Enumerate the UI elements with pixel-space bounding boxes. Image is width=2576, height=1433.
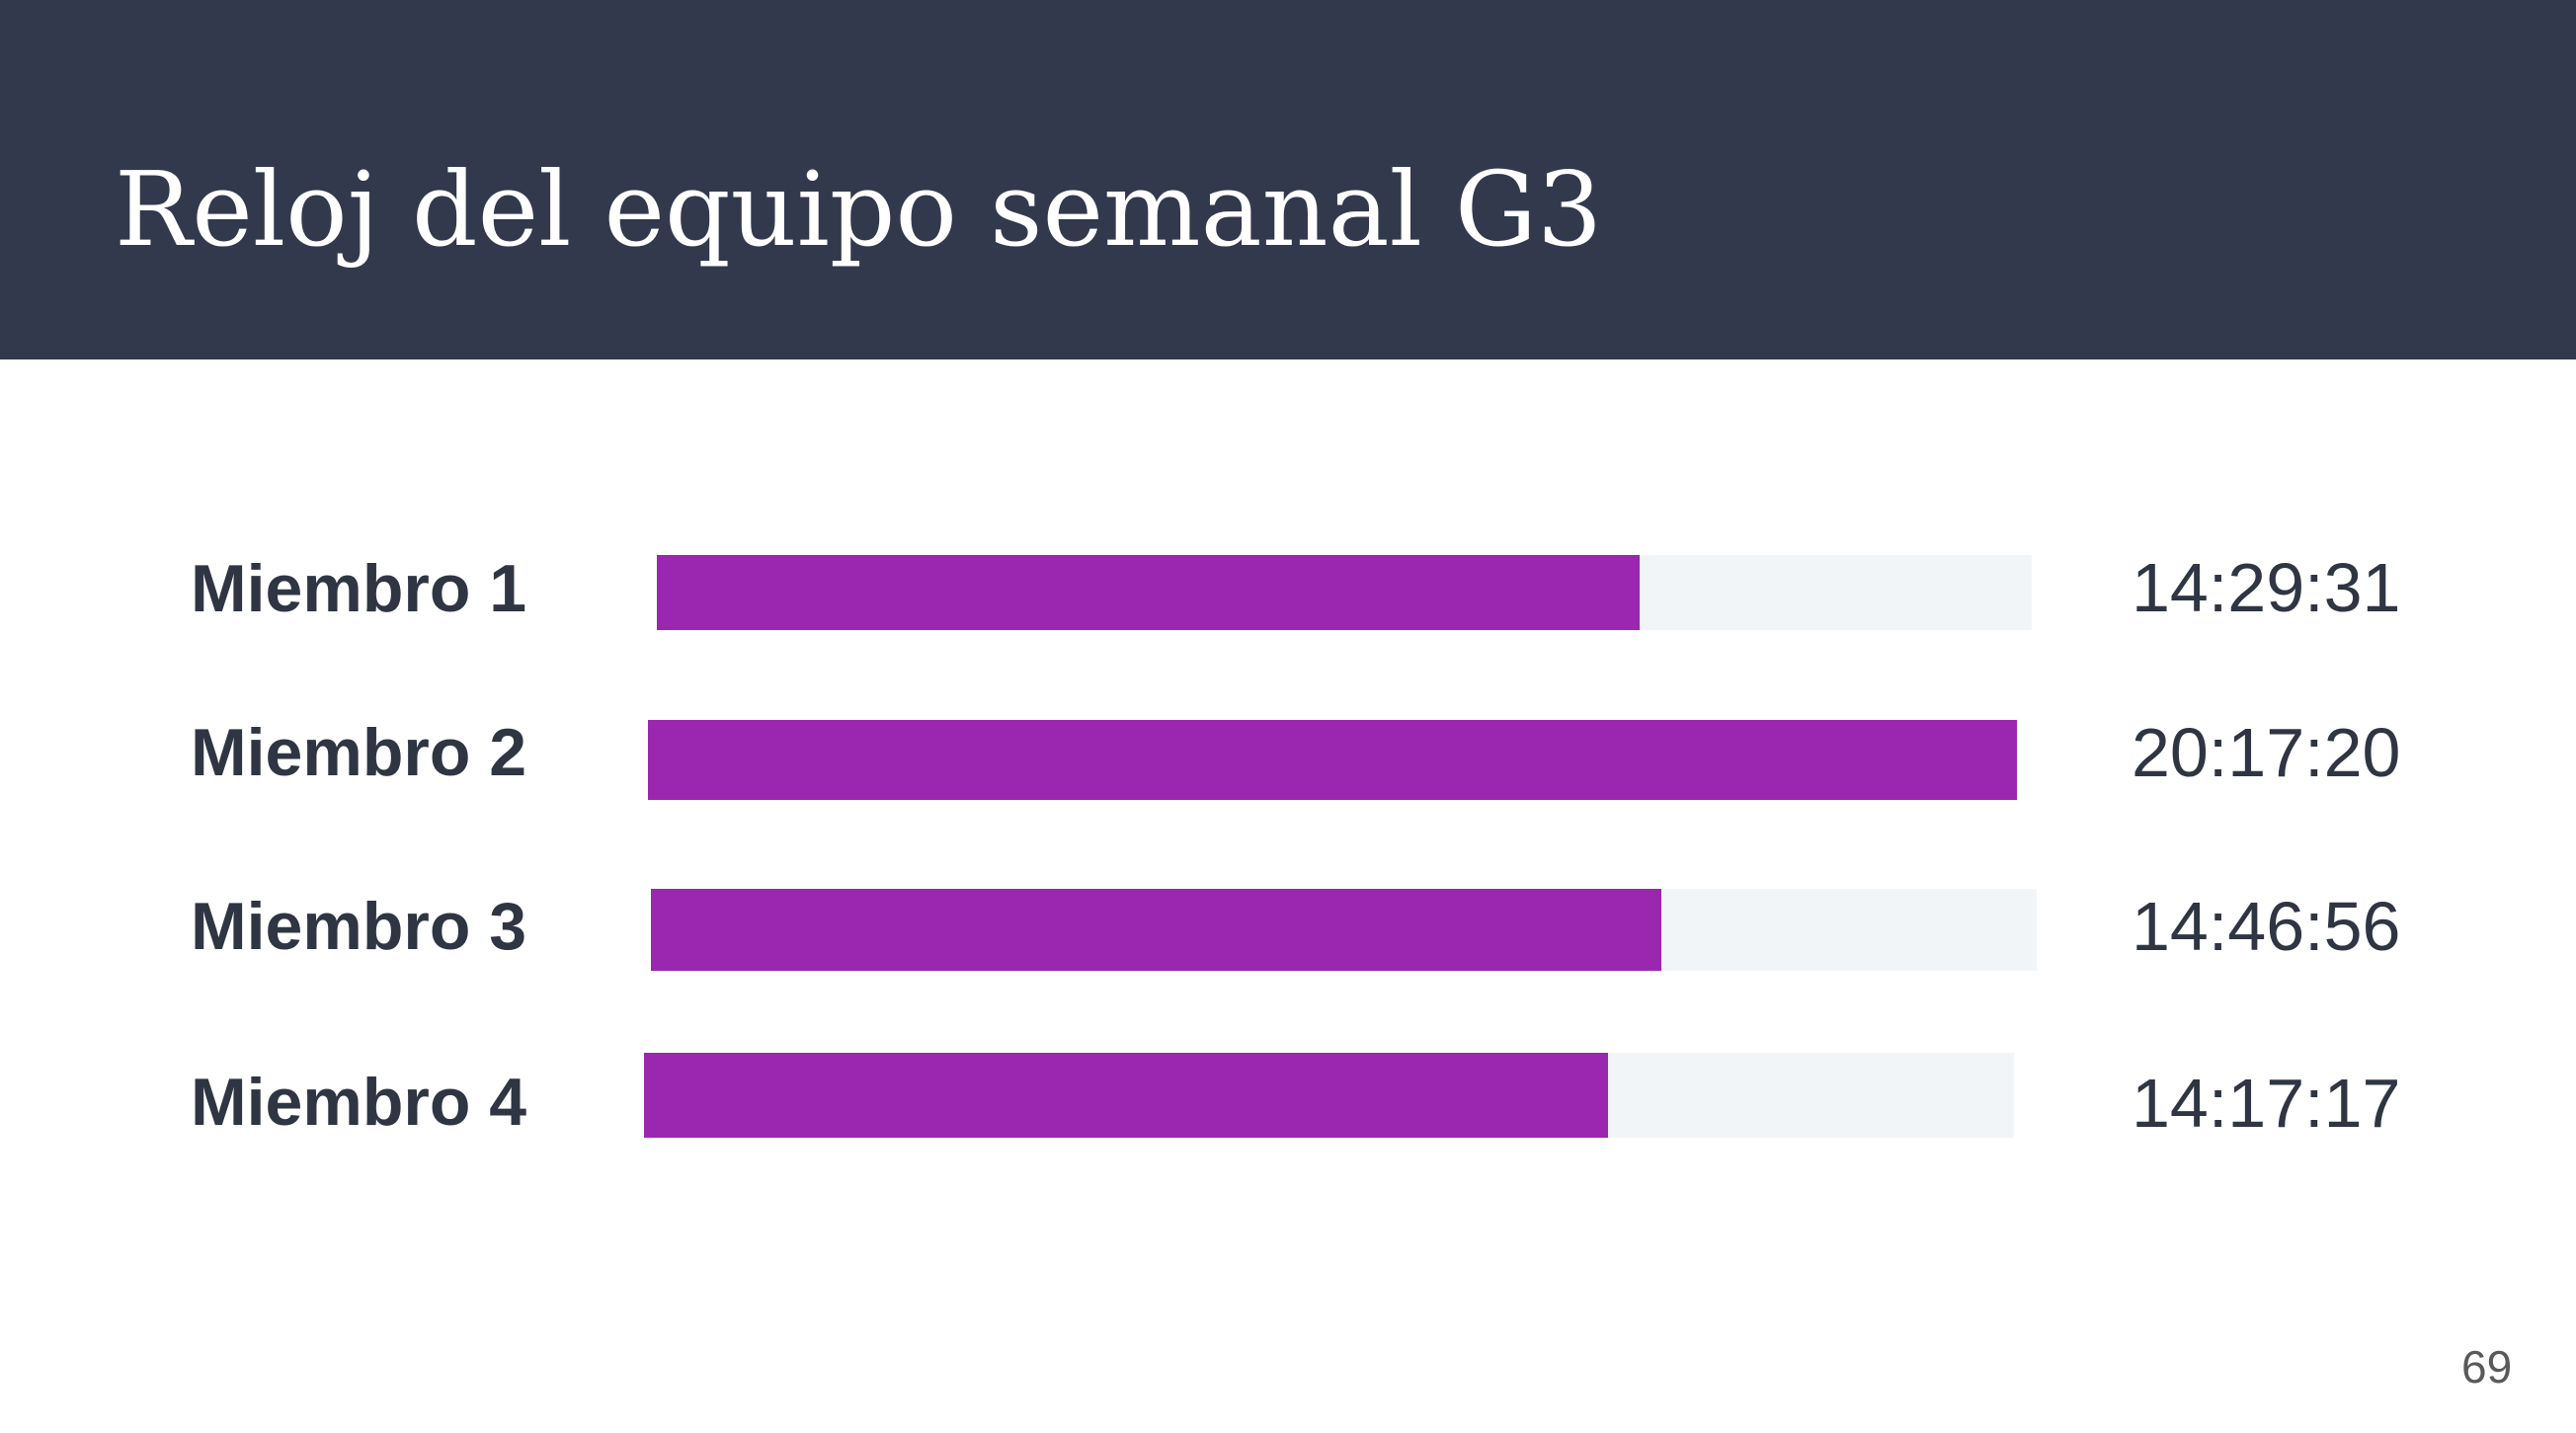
- bar-label: Miembro 1: [191, 551, 527, 626]
- bar-value-label: 14:46:56: [2132, 888, 2401, 965]
- bar-value-label: 14:29:31: [2132, 549, 2401, 626]
- bar-fill: [644, 1053, 1609, 1138]
- bar-fill: [648, 720, 2017, 800]
- bar-label: Miembro 3: [191, 889, 527, 964]
- bar-track: [651, 889, 2037, 971]
- bar-track: [648, 720, 2017, 800]
- slide-title: Reloj del equipo semanal G3: [115, 149, 1603, 270]
- bar-value-label: 20:17:20: [2132, 714, 2401, 791]
- bar-track: [657, 555, 2032, 630]
- bar-value-label: 14:17:17: [2132, 1065, 2401, 1142]
- page-number: 69: [2461, 1341, 2513, 1393]
- bar-fill: [657, 555, 1641, 630]
- bar-label: Miembro 2: [191, 715, 527, 790]
- bar-fill: [651, 889, 1661, 971]
- bar-label: Miembro 4: [191, 1065, 527, 1140]
- header-band: Reloj del equipo semanal G3: [0, 0, 2576, 359]
- bar-track: [644, 1053, 2014, 1138]
